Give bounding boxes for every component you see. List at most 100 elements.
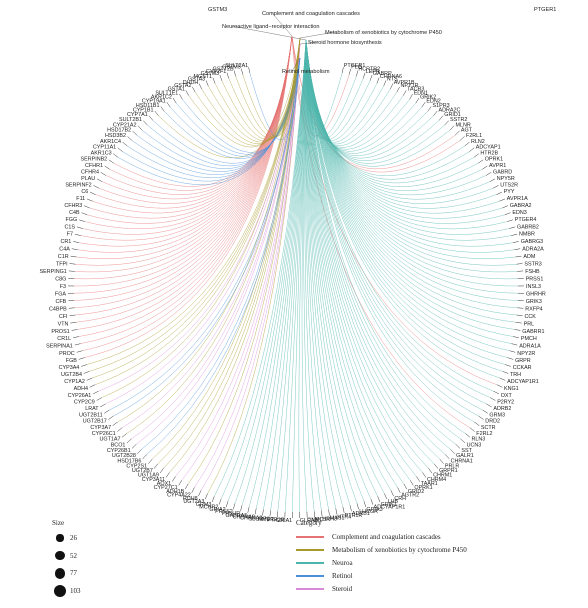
edge-ugt1a7 [126, 37, 301, 434]
gene-label: PRSS2 [215, 509, 233, 515]
node-tick-lhb [384, 493, 388, 500]
node-tick-crh [390, 490, 394, 497]
gene-label: UGT2A3 [183, 499, 204, 505]
edge-aox1 [175, 43, 301, 477]
node-tick-sult1e1 [179, 93, 183, 100]
pathway-label: Metabolism of xenobiotics by cytochrome … [325, 30, 442, 36]
gene-label: OPRK1 [485, 157, 503, 163]
pathway-callout-line [299, 31, 336, 39]
gene-label: CYP4A22 [167, 493, 191, 499]
edge-grid2 [305, 39, 405, 485]
gene-label: BCO1 [111, 442, 126, 448]
node-tick-serpinf2 [93, 185, 99, 189]
gene-label: GRIA1 [276, 518, 292, 524]
gene-label: MGST1 [194, 74, 213, 80]
node-tick-cyp26a1 [92, 390, 99, 395]
node-tick-lrat [100, 403, 106, 408]
node-tick-cyp1b1 [154, 110, 159, 116]
node-tick-chrna1 [445, 454, 450, 459]
gene-label: ADRA2A [522, 246, 544, 252]
node-tick-fshb [517, 270, 524, 272]
node-tick-gsta2 [192, 86, 196, 93]
gene-label: EDN1 [414, 90, 428, 96]
node-tick-adrb1 [349, 505, 352, 512]
node-tick-sst [455, 444, 461, 449]
node-tick-cyp3a7 [112, 421, 118, 426]
node-tick-cyp7a1 [148, 115, 153, 121]
gene-label: GSTT2B [213, 67, 234, 73]
edge-chrm1 [305, 39, 429, 469]
node-tick-oprk1 [478, 159, 484, 164]
gene-label: CR1L [57, 336, 71, 342]
node-tick-adh1b [184, 483, 189, 490]
gene-label: CYP21A2 [113, 122, 137, 128]
gene-label: MAS1 [330, 516, 345, 522]
gene-label-layer: PTGER1PLGHCRTR2LEPRGABRPCHRNA6NTSAVPR1BN… [40, 63, 546, 524]
gene-label: PTH2R [267, 518, 285, 524]
size-dot [55, 551, 65, 561]
node-tick-grik2 [415, 97, 420, 104]
node-tick-sctr [474, 421, 480, 426]
node-tick-hsd17b6 [142, 454, 147, 459]
node-tick-bco1 [126, 438, 132, 444]
gene-label: GSTA3 [188, 77, 205, 83]
node-tick-grik1 [377, 496, 381, 503]
node-tick-edn2 [421, 102, 426, 108]
gene-label: PRLHR [222, 511, 240, 517]
gene-label: GRPR1 [439, 468, 458, 474]
node-tick-cfhr3 [84, 205, 90, 209]
node-tick-cfhr1 [104, 165, 110, 170]
gene-label: C8G [55, 276, 66, 282]
edge-pth2r [284, 39, 307, 512]
gene-label: GSTM5 [222, 65, 241, 71]
node-tick-slurp1 [269, 510, 271, 517]
pathway-label: Neuroactive ligand−receptor interaction [222, 24, 319, 30]
gene-label: TFPI [56, 261, 68, 267]
gene-label: GRIK3 [526, 299, 542, 305]
gene-label: CFHR1 [85, 163, 103, 169]
gene-label: LHB [388, 499, 399, 505]
gene-label: GRM3 [196, 502, 212, 508]
node-tick-f11 [86, 198, 93, 202]
gene-label: GABRR1 [522, 329, 544, 335]
gene-label: CYP1A2 [64, 379, 85, 385]
node-tick-proc [76, 350, 83, 353]
edge-prss2 [234, 39, 307, 504]
category-swatch [296, 562, 324, 564]
gene-label: SERPINF2 [65, 182, 91, 188]
gene-label: GABRB2 [517, 224, 539, 230]
node-tick-c1r [70, 255, 77, 258]
category-swatch [296, 549, 324, 551]
node-tick-plg [348, 68, 351, 75]
node-tick-gsta3 [205, 80, 209, 87]
gene-label: OXT [501, 393, 513, 399]
node-tick-chrm4 [422, 472, 427, 478]
node-tick-rln3 [465, 433, 471, 438]
gene-label: NPY2R [517, 351, 535, 357]
category-swatch [296, 536, 324, 538]
node-tick-cfhr4 [100, 172, 107, 176]
category-label: Neuroa [332, 559, 353, 567]
node-tick-akr1c4 [122, 141, 128, 147]
edge-chrna3 [263, 39, 307, 510]
gene-label: CYP26B1 [107, 448, 131, 454]
gene-label: ADCYAP1 [476, 145, 501, 151]
gene-label: GABRG3 [521, 239, 543, 245]
gene-label: MCHR2 [199, 505, 218, 511]
node-tick-akr1c3 [113, 153, 119, 158]
node-tick-rdh8 [198, 490, 202, 497]
edge-ugt2b17 [113, 57, 301, 417]
gene-label: PTGER1 [344, 63, 366, 69]
gene-label: PROS1 [51, 329, 69, 335]
gene-label: CYP1B1 [133, 108, 154, 114]
node-tick-rxfp4 [517, 307, 524, 309]
gene-label: SLURP1 [249, 517, 270, 523]
edge-adra1a [305, 39, 512, 344]
node-tick-adra1a [511, 343, 518, 346]
node-tick-cr1l [73, 336, 79, 339]
gene-label: GSTA1 [168, 87, 185, 93]
edge-sst [305, 39, 456, 445]
gene-label: CFB [56, 299, 67, 305]
edge-hrh3 [304, 39, 322, 511]
edge-cck [305, 39, 517, 316]
